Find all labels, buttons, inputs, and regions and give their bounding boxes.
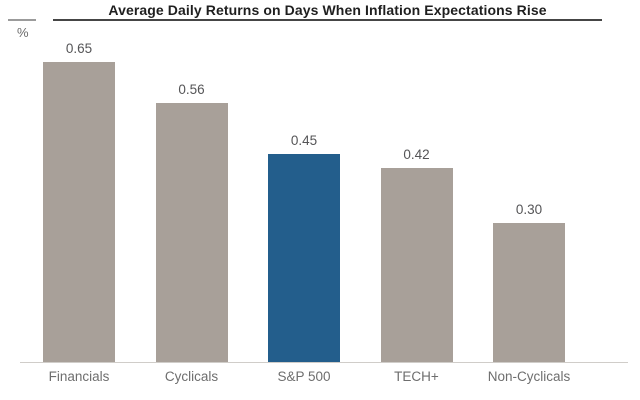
- bar-column-financials: 0.65: [43, 41, 115, 362]
- category-label-s-p-500: S&P 500: [277, 369, 331, 384]
- bar-value-label: 0.42: [403, 147, 430, 162]
- bar-value-label: 0.56: [178, 82, 205, 97]
- bar-tech: [380, 168, 453, 362]
- bar-s-p-500: [268, 154, 340, 362]
- bar-column-tech: 0.42: [380, 147, 453, 362]
- bar-financials: [43, 62, 115, 362]
- category-label-cyclicals: Cyclicals: [164, 369, 219, 384]
- bar-column-cyclicals: 0.56: [155, 82, 228, 362]
- bar-value-label: 0.30: [515, 202, 543, 217]
- bar-column-s-p-500: 0.45: [268, 133, 340, 362]
- x-axis-line: [20, 362, 628, 363]
- bar-value-label: 0.65: [65, 41, 93, 56]
- category-label-financials: Financials: [48, 369, 110, 384]
- y-axis-unit-label: %: [17, 25, 29, 40]
- bar-cyclicals: [155, 103, 228, 362]
- bar-column-non-cyclicals: 0.30: [493, 202, 565, 362]
- bar-non-cyclicals: [493, 223, 565, 362]
- title-underline: [53, 19, 602, 21]
- bar-value-label: 0.45: [290, 133, 318, 148]
- category-label-tech: TECH+: [394, 369, 439, 384]
- chart-title: Average Daily Returns on Days When Infla…: [108, 2, 547, 18]
- category-label-non-cyclicals: Non-Cyclicals: [487, 369, 571, 384]
- header-left-rule: [8, 19, 36, 21]
